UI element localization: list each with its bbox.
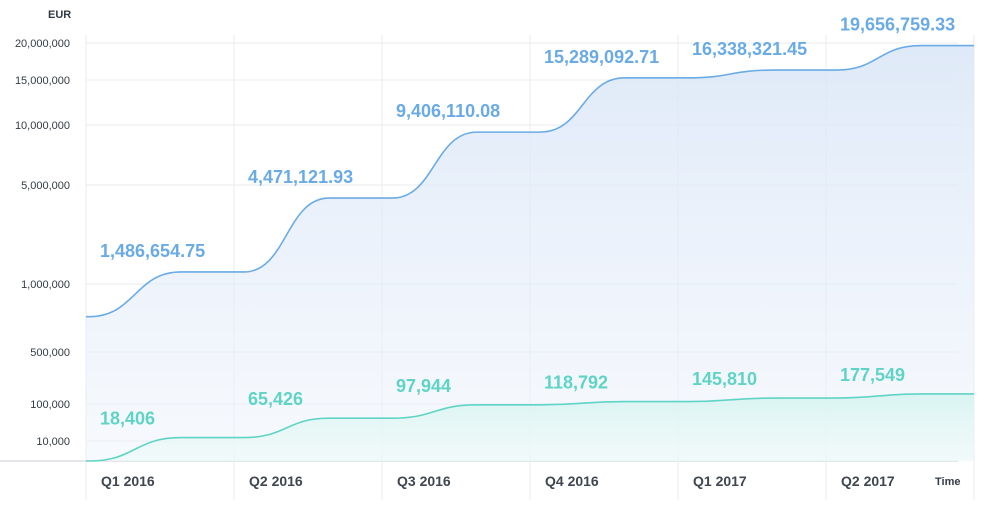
x-tick-label: Q4 2016	[545, 473, 599, 489]
series-areas	[86, 45, 974, 462]
x-axis-label: Time	[935, 476, 960, 488]
series-area	[86, 45, 974, 462]
y-tick-label: 1,000,000	[21, 279, 70, 291]
data-label: 1,486,654.75	[100, 241, 205, 261]
series-line	[86, 44, 974, 318]
x-tick-label: Q3 2016	[397, 473, 451, 489]
series-line	[86, 393, 974, 462]
y-axis-label: EUR	[48, 9, 71, 21]
x-axis: Q1 2016 Q2 2016 Q3 2016 Q4 2016 Q1 2017 Q2 20…	[101, 473, 895, 489]
y-tick-label: 100,000	[30, 399, 70, 411]
data-label: 15,289,092.71	[544, 47, 659, 67]
y-axis: 20,000,000 15,000,000 10,000,000 5,000,000 1…	[15, 38, 70, 448]
data-label: 18,406	[100, 409, 155, 429]
data-label: 9,406,110.08	[396, 101, 500, 121]
x-tick-label: Q1 2017	[693, 473, 747, 489]
data-label: 97,944	[396, 376, 451, 396]
data-label: 65,426	[248, 389, 303, 409]
data-labels: 1,486,654.75 4,471,121.93 9,406,110.08 15,2…	[100, 15, 955, 429]
data-label: 16,338,321.45	[692, 39, 807, 59]
x-tick-label: Q1 2016	[101, 473, 155, 489]
y-tick-label: 500,000	[30, 347, 70, 359]
data-label: 145,810	[692, 369, 757, 389]
y-tick-label: 5,000,000	[21, 180, 70, 192]
data-label: 4,471,121.93	[248, 167, 353, 187]
data-label: 177,549	[840, 365, 905, 385]
x-tick-label: Q2 2016	[249, 473, 303, 489]
y-tick-label: 20,000,000	[15, 38, 70, 50]
series-lines	[86, 44, 974, 462]
y-tick-label: 10,000	[36, 436, 70, 448]
y-tick-label: 10,000,000	[15, 120, 70, 132]
series-area	[86, 393, 974, 461]
data-label: 19,656,759.33	[840, 15, 955, 35]
x-tick-label: Q2 2017	[841, 473, 895, 489]
data-label: 118,792	[544, 373, 608, 393]
y-tick-label: 15,000,000	[15, 75, 70, 87]
